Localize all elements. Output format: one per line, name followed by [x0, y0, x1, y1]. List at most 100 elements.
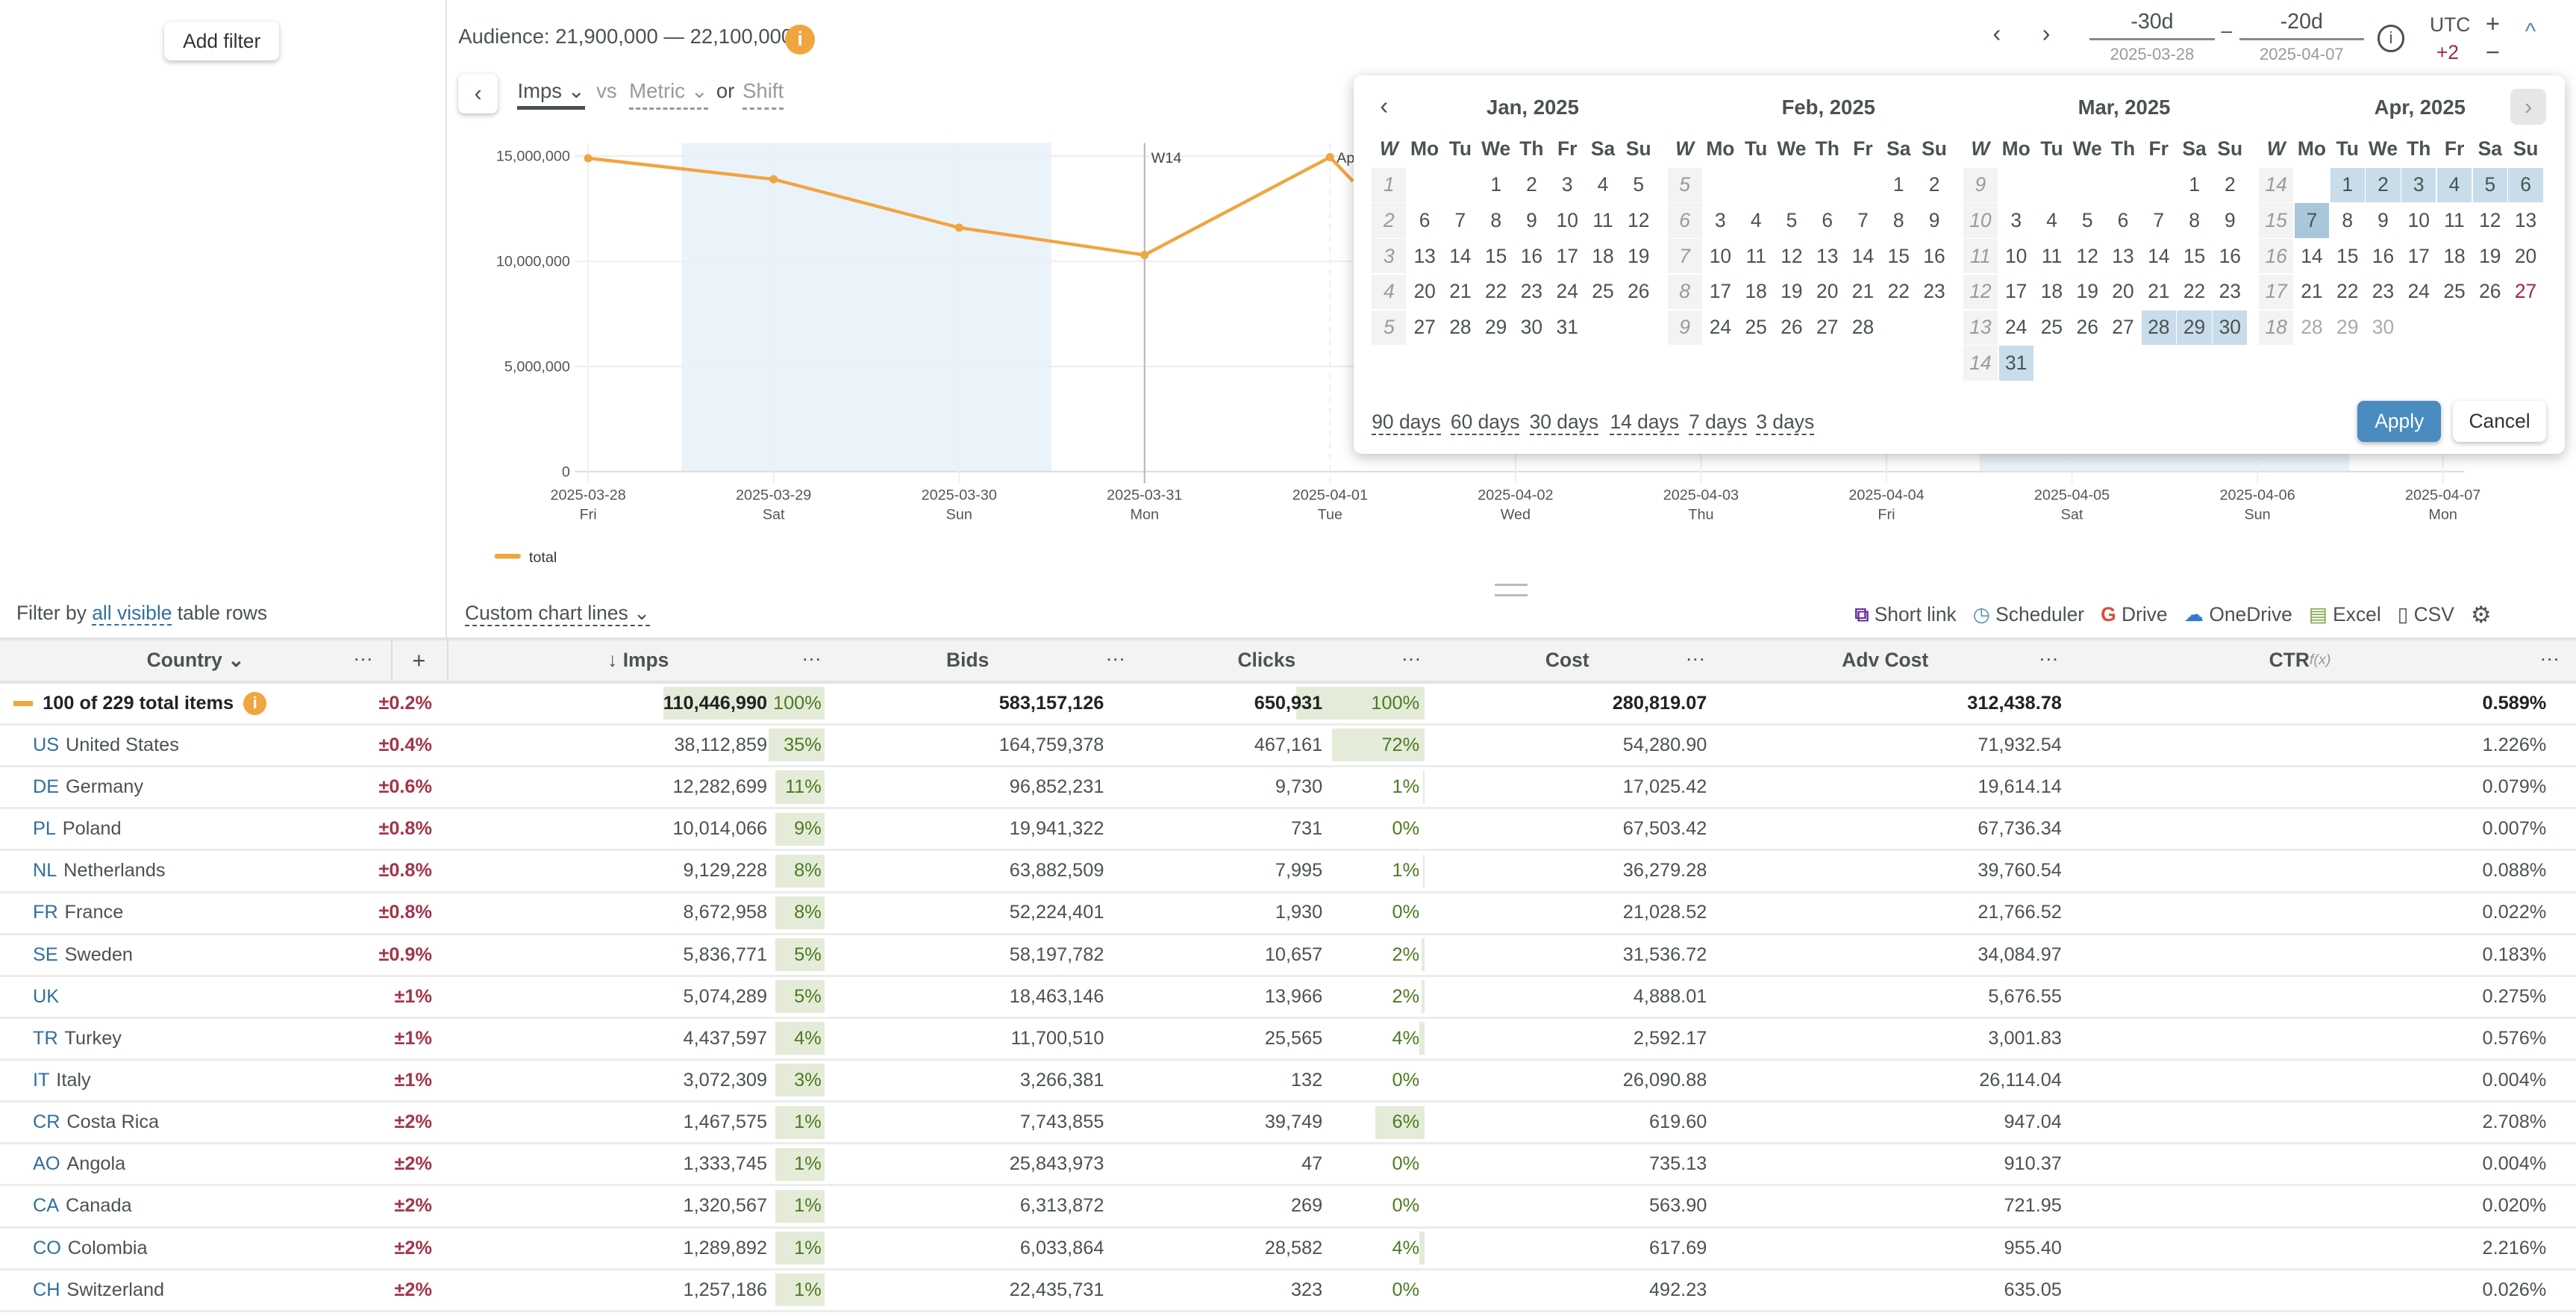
week-number[interactable]: 5: [1667, 167, 1702, 202]
preset-90-days[interactable]: 90 days: [1372, 411, 1441, 436]
total-info-icon[interactable]: i: [243, 691, 267, 715]
calendar-day[interactable]: 6: [2508, 167, 2543, 202]
calendar-day[interactable]: 27: [1816, 316, 1839, 339]
calendar-day[interactable]: 12: [2479, 208, 2501, 231]
calendar-day[interactable]: 8: [2342, 208, 2354, 231]
table-row[interactable]: US United States ±0.4% 38,112,859 35% 164,759…: [0, 726, 2576, 768]
week-number[interactable]: 2: [1372, 203, 1407, 238]
audience-info-icon[interactable]: i: [785, 25, 815, 54]
calendar-day[interactable]: 31: [1556, 316, 1578, 339]
calendar-day[interactable]: 13: [1816, 244, 1839, 267]
preset-7-days[interactable]: 7 days: [1689, 411, 1747, 436]
table-row[interactable]: TR Turkey ±1% 4,437,597 4% 11,700,510 25,565 4%…: [0, 1019, 2576, 1061]
bids-column-menu[interactable]: ···: [1105, 646, 1125, 670]
calendar-day[interactable]: 1: [1892, 173, 1904, 196]
column-header-ctr[interactable]: CTR f(x): [2070, 640, 2530, 680]
calendar-day[interactable]: 2: [1526, 173, 1537, 196]
country-name[interactable]: Italy: [56, 1069, 91, 1091]
preset-14-days[interactable]: 14 days: [1610, 411, 1679, 436]
calendar-day[interactable]: 9: [1928, 208, 1940, 231]
country-code[interactable]: IT: [33, 1069, 50, 1091]
zoom-out-button[interactable]: −: [2485, 37, 2501, 66]
calendar-day[interactable]: 4: [2436, 167, 2472, 202]
resize-handle[interactable]: [1495, 583, 1528, 596]
short-link-button[interactable]: ⧉ Short link: [1854, 603, 1956, 627]
onedrive-button[interactable]: ☁ OneDrive: [2184, 603, 2292, 626]
country-name[interactable]: Angola: [66, 1153, 126, 1175]
calendar-day[interactable]: 17: [1556, 244, 1578, 267]
calendar-day[interactable]: 7: [2294, 203, 2330, 238]
drive-button[interactable]: G Drive: [2101, 603, 2168, 626]
calendar-day[interactable]: 21: [2148, 280, 2170, 303]
table-row[interactable]: IT Italy ±1% 3,072,309 3% 3,266,381 132 0% 26,09…: [0, 1061, 2576, 1103]
country-code[interactable]: CA: [33, 1195, 60, 1217]
calendar-day[interactable]: 2: [2224, 173, 2236, 196]
calendar-day[interactable]: 7: [1857, 208, 1869, 231]
calendar-day[interactable]: 30: [2213, 310, 2248, 345]
adv-cost-column-menu[interactable]: ···: [2039, 646, 2059, 670]
calendar-day[interactable]: 6: [1822, 208, 1833, 231]
calendar-day[interactable]: 12: [1781, 244, 1803, 267]
calendar-day[interactable]: 29: [1484, 316, 1507, 339]
week-number[interactable]: 1: [1372, 167, 1407, 202]
calendar-day[interactable]: 26: [2076, 316, 2098, 339]
ctr-column-menu[interactable]: ···: [2539, 646, 2560, 670]
compare-metric-select[interactable]: Metric ⌄: [629, 79, 708, 110]
table-row[interactable]: NL Netherlands ±0.8% 9,129,228 8% 63,882,509 7…: [0, 851, 2576, 893]
calendar-day[interactable]: 25: [1745, 316, 1767, 339]
calendar-day[interactable]: 3: [2010, 208, 2022, 231]
country-name[interactable]: Switzerland: [66, 1279, 165, 1300]
week-number[interactable]: 14: [1963, 346, 1998, 381]
imps-column-menu[interactable]: ···: [801, 646, 822, 670]
calendar-day[interactable]: 20: [2514, 244, 2537, 267]
calendar-day[interactable]: 13: [2112, 244, 2134, 267]
table-row[interactable]: CO Colombia ±2% 1,289,892 1% 6,033,864 28,582 4…: [0, 1229, 2576, 1270]
week-number[interactable]: 16: [2259, 239, 2294, 274]
calendar-day[interactable]: 3: [2401, 167, 2436, 202]
calendar-day[interactable]: 15: [1484, 244, 1507, 267]
country-name[interactable]: Germany: [65, 776, 143, 797]
column-header-imps[interactable]: ↓ Imps: [607, 649, 669, 672]
calendar-day[interactable]: 3: [1715, 208, 1726, 231]
calendar-day[interactable]: 26: [2479, 280, 2501, 303]
calendar-day[interactable]: 4: [2046, 208, 2057, 231]
cancel-button[interactable]: Cancel: [2452, 401, 2547, 443]
add-filter-button[interactable]: Add filter: [164, 21, 280, 61]
week-number[interactable]: 11: [1963, 239, 1998, 274]
calendar-day[interactable]: 5: [2081, 208, 2093, 231]
calendar-day[interactable]: 4: [1597, 173, 1609, 196]
calendar-day[interactable]: 31: [1998, 346, 2033, 381]
column-header-clicks[interactable]: Clicks: [1237, 649, 1296, 672]
country-name[interactable]: Canada: [65, 1195, 132, 1217]
calendar-day[interactable]: 11: [2041, 244, 2063, 267]
calendar-day[interactable]: 23: [2372, 280, 2395, 303]
timezone-label[interactable]: UTC: [2430, 13, 2471, 36]
calendar-day[interactable]: 25: [2040, 316, 2063, 339]
calendar-day[interactable]: 6: [2117, 208, 2129, 231]
calendar-day[interactable]: 9: [2224, 208, 2236, 231]
calendar-day[interactable]: 10: [1556, 208, 1578, 231]
week-number[interactable]: 9: [1667, 310, 1702, 345]
column-header-country[interactable]: Country ⌄: [0, 640, 393, 680]
range-from-field[interactable]: -30d 2025-03-28: [2089, 10, 2215, 64]
week-number[interactable]: 3: [1372, 239, 1407, 274]
calendar-day[interactable]: 23: [1520, 280, 1543, 303]
calendar-day[interactable]: 7: [1454, 208, 1466, 231]
calendar-prev-button[interactable]: ‹: [1380, 92, 1389, 120]
calendar-day[interactable]: 22: [1887, 280, 1910, 303]
week-number[interactable]: 9: [1963, 167, 1998, 202]
table-row[interactable]: PL Poland ±0.8% 10,014,066 9% 19,941,322 731 0%…: [0, 809, 2576, 852]
calendar-day[interactable]: 2: [2366, 167, 2401, 202]
calendar-day[interactable]: 10: [2004, 244, 2028, 267]
calendar-day[interactable]: 17: [2004, 280, 2028, 303]
calendar-day[interactable]: 16: [1520, 244, 1543, 267]
table-row[interactable]: CA Canada ±2% 1,320,567 1% 6,313,872 269 0% 563.…: [0, 1186, 2576, 1229]
calendar-day[interactable]: 18: [1592, 244, 1614, 267]
calendar-day[interactable]: 8: [1892, 208, 1904, 231]
info-icon[interactable]: i: [2377, 25, 2405, 52]
country-column-menu[interactable]: ···: [353, 646, 373, 670]
calendar-day[interactable]: 11: [1745, 244, 1766, 267]
calendar-day[interactable]: 19: [2479, 244, 2501, 267]
country-code[interactable]: SE: [33, 944, 58, 965]
calendar-day[interactable]: 8: [1490, 208, 1502, 231]
